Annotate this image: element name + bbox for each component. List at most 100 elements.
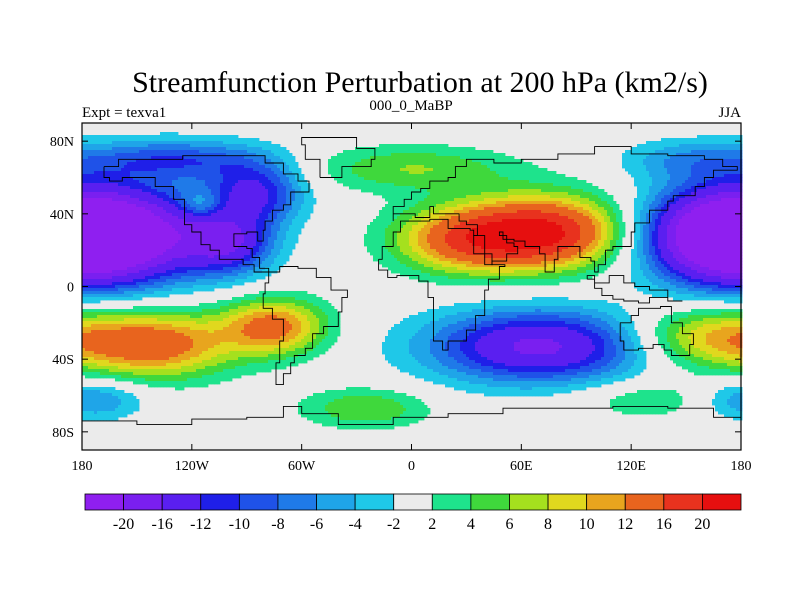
contour-cell — [643, 219, 647, 223]
contour-cell — [355, 180, 359, 184]
contour-cell — [706, 159, 710, 163]
contour-cell — [166, 201, 170, 205]
contour-cell — [724, 210, 728, 214]
contour-cell — [217, 177, 221, 181]
contour-cell — [673, 198, 677, 202]
contour-cell — [391, 219, 395, 223]
contour-cell — [697, 198, 701, 202]
contour-cell — [721, 216, 725, 220]
contour-cell — [676, 201, 680, 205]
contour-cell — [217, 201, 221, 205]
contour-cell — [643, 180, 647, 184]
contour-cell — [550, 183, 554, 187]
contour-cell — [253, 189, 257, 193]
contour-cell — [202, 177, 206, 181]
contour-cell — [388, 177, 392, 181]
contour-cell — [301, 189, 305, 193]
contour-cell — [436, 186, 440, 190]
contour-cell — [682, 195, 686, 199]
contour-cell — [469, 201, 473, 205]
contour-cell — [412, 153, 416, 157]
contour-cell — [730, 141, 734, 145]
contour-cell — [697, 171, 701, 175]
contour-cell — [262, 213, 266, 217]
contour-cell — [346, 156, 350, 160]
contour-cell — [94, 135, 98, 139]
contour-cell — [106, 159, 110, 163]
contour-cell — [439, 156, 443, 160]
contour-cell — [124, 144, 128, 148]
contour-cell — [412, 186, 416, 190]
contour-cell — [442, 177, 446, 181]
contour-cell — [205, 219, 209, 223]
contour-cell — [409, 156, 413, 160]
contour-cell — [112, 201, 116, 205]
contour-cell — [436, 207, 440, 211]
contour-cell — [478, 201, 482, 205]
contour-cell — [205, 195, 209, 199]
contour-cell — [175, 165, 179, 169]
contour-cell — [667, 171, 671, 175]
contour-cell — [640, 159, 644, 163]
contour-cell — [238, 216, 242, 220]
contour-cell — [139, 144, 143, 148]
contour-cell — [448, 180, 452, 184]
contour-cell — [88, 189, 92, 193]
contour-cell — [142, 177, 146, 181]
contour-cell — [247, 207, 251, 211]
contour-cell — [163, 195, 167, 199]
contour-cell — [613, 201, 617, 205]
contour-cell — [286, 192, 290, 196]
contour-cell — [613, 210, 617, 214]
contour-cell — [589, 216, 593, 220]
contour-cell — [256, 204, 260, 208]
contour-cell — [118, 171, 122, 175]
contour-cell — [88, 150, 92, 154]
contour-cell — [403, 204, 407, 208]
contour-cell — [121, 183, 125, 187]
contour-cell — [544, 189, 548, 193]
contour-cell — [433, 192, 437, 196]
contour-cell — [601, 213, 605, 217]
contour-cell — [85, 153, 89, 157]
contour-cell — [685, 213, 689, 217]
contour-cell — [298, 195, 302, 199]
contour-cell — [400, 198, 404, 202]
contour-cell — [151, 159, 155, 163]
contour-cell — [553, 204, 557, 208]
contour-cell — [187, 159, 191, 163]
contour-cell — [154, 180, 158, 184]
contour-cell — [367, 186, 371, 190]
contour-cell — [598, 219, 602, 223]
contour-cell — [553, 174, 557, 178]
contour-cell — [364, 156, 368, 160]
contour-cell — [484, 162, 488, 166]
contour-cell — [226, 165, 230, 169]
contour-cell — [424, 183, 428, 187]
contour-cell — [289, 177, 293, 181]
contour-cell — [118, 156, 122, 160]
contour-cell — [634, 156, 638, 160]
contour-cell — [646, 156, 650, 160]
contour-cell — [517, 162, 521, 166]
contour-cell — [199, 186, 203, 190]
contour-cell — [115, 204, 119, 208]
contour-cell — [298, 171, 302, 175]
contour-cell — [265, 153, 269, 157]
contour-cell — [106, 192, 110, 196]
contour-cell — [715, 174, 719, 178]
contour-cell — [124, 171, 128, 175]
contour-cell — [154, 210, 158, 214]
contour-cell — [181, 204, 185, 208]
contour-cell — [157, 189, 161, 193]
contour-cell — [706, 168, 710, 172]
contour-cell — [460, 153, 464, 157]
contour-cell — [640, 180, 644, 184]
contour-cell — [718, 141, 722, 145]
contour-cell — [130, 171, 134, 175]
contour-cell — [496, 210, 500, 214]
contour-cell — [406, 147, 410, 151]
contour-cell — [718, 189, 722, 193]
contour-cell — [724, 201, 728, 205]
contour-cell — [244, 207, 248, 211]
